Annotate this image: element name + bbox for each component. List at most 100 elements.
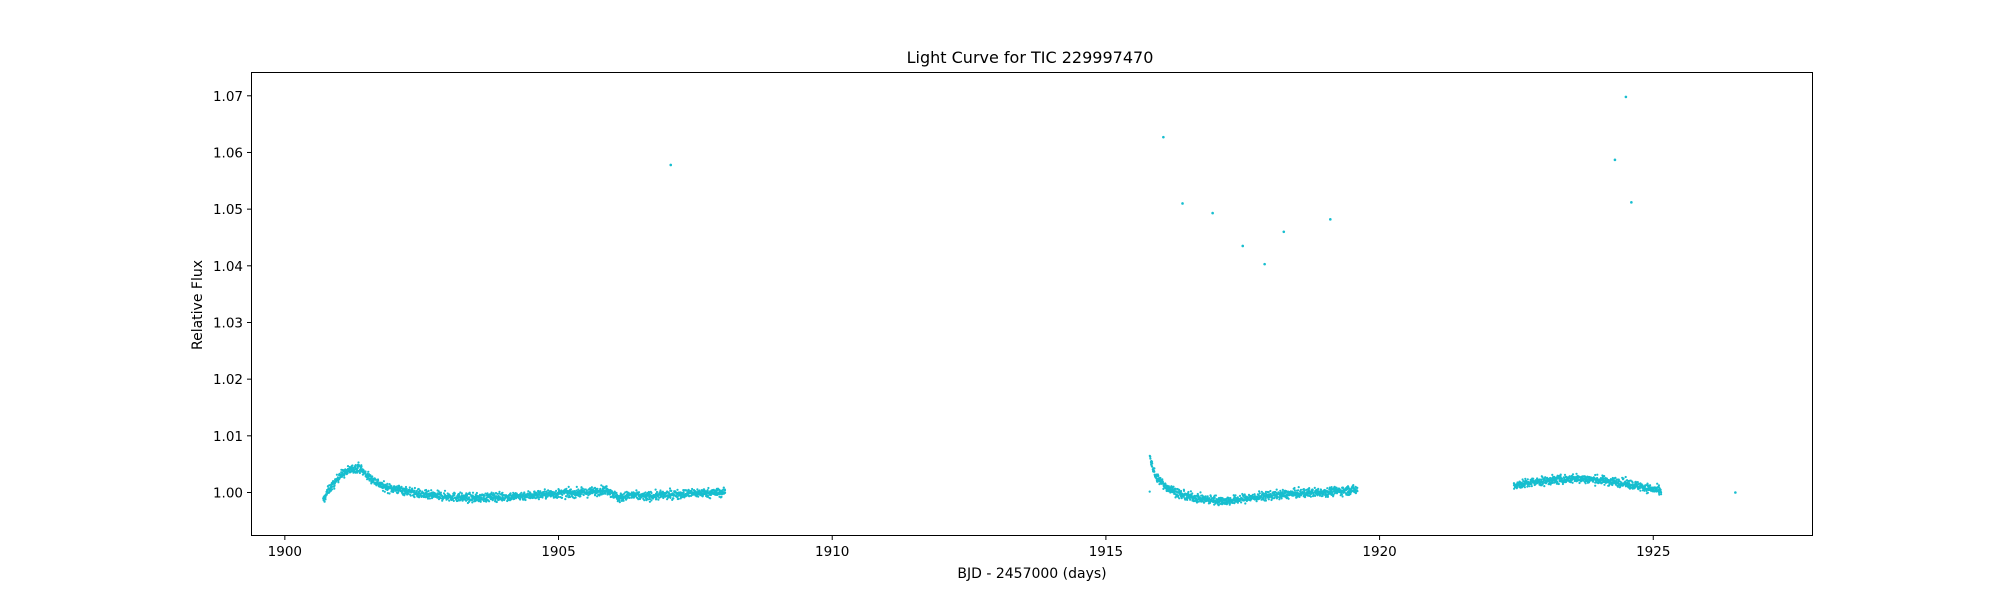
data-point — [425, 488, 428, 492]
data-point — [1157, 474, 1160, 477]
y-axis-label: Relative Flux — [190, 260, 206, 350]
data-point — [333, 484, 336, 487]
data-point — [404, 485, 408, 489]
data-point — [1149, 455, 1152, 458]
x-tick-label: 1920 — [1362, 544, 1396, 560]
data-point — [676, 488, 679, 491]
outlier-point — [1263, 262, 1266, 266]
data-point — [460, 498, 463, 501]
data-point — [1331, 491, 1334, 494]
data-point — [1278, 498, 1281, 501]
data-point — [650, 499, 653, 502]
data-point — [1615, 478, 1619, 481]
data-point — [1341, 486, 1344, 489]
data-point — [685, 494, 688, 497]
data-point — [1178, 488, 1181, 491]
data-point — [1197, 500, 1200, 503]
data-point — [498, 490, 501, 493]
data-point — [490, 491, 493, 494]
data-point — [1614, 476, 1617, 479]
data-point — [1559, 473, 1562, 476]
data-point — [564, 498, 567, 501]
data-point — [1596, 473, 1599, 476]
data-point — [1281, 488, 1284, 491]
data-point — [565, 487, 568, 490]
data-point — [1279, 489, 1282, 492]
data-point — [523, 491, 526, 494]
data-point — [488, 500, 491, 503]
data-point — [567, 485, 570, 488]
data-point — [371, 475, 374, 478]
data-point — [335, 473, 338, 476]
data-point — [470, 499, 474, 502]
data-point — [356, 471, 359, 474]
data-point — [1260, 498, 1263, 501]
data-point — [331, 488, 334, 491]
data-point — [1189, 490, 1192, 493]
data-point — [590, 486, 594, 489]
data-point — [1321, 494, 1324, 497]
data-point — [527, 490, 530, 493]
data-point — [605, 485, 608, 488]
data-point — [1172, 485, 1175, 488]
data-point — [1568, 475, 1571, 478]
data-point — [596, 487, 599, 490]
outlier-point — [1282, 230, 1286, 234]
data-point — [1646, 482, 1649, 485]
data-point — [582, 493, 585, 497]
data-point — [1243, 494, 1246, 497]
data-point — [1244, 502, 1247, 505]
data-point — [1293, 486, 1296, 490]
data-point — [1326, 495, 1329, 498]
data-point — [1605, 477, 1608, 480]
data-point — [1174, 487, 1177, 490]
data-point — [1260, 490, 1263, 493]
data-point — [1557, 482, 1560, 486]
data-point — [1300, 494, 1303, 497]
data-point — [419, 489, 422, 492]
y-tick-label: 1.06 — [213, 145, 243, 161]
data-point — [360, 465, 363, 468]
data-point — [1526, 485, 1529, 488]
data-point — [1660, 493, 1663, 496]
data-point — [495, 500, 498, 504]
data-point — [1578, 481, 1581, 485]
data-point — [1303, 489, 1306, 492]
data-point — [407, 492, 410, 495]
data-point — [496, 492, 499, 495]
data-point — [393, 485, 396, 488]
data-point — [1214, 494, 1217, 497]
data-point — [346, 472, 349, 475]
data-point — [1649, 484, 1652, 487]
data-point — [1631, 481, 1634, 484]
data-point — [720, 495, 723, 498]
data-point — [376, 478, 380, 481]
data-point — [691, 487, 694, 491]
data-point — [1151, 465, 1154, 468]
data-point — [1159, 476, 1162, 480]
data-point — [1532, 477, 1535, 480]
data-point — [1179, 490, 1183, 494]
outlier-point — [1734, 491, 1737, 494]
data-point — [618, 501, 621, 504]
data-point — [670, 489, 673, 492]
data-point — [1330, 486, 1333, 489]
data-point — [498, 492, 501, 495]
y-tick-label: 1.00 — [213, 485, 243, 501]
data-point — [1544, 476, 1547, 479]
data-point — [1299, 488, 1303, 491]
data-point — [1326, 487, 1329, 490]
data-point — [723, 488, 727, 491]
data-point — [1319, 488, 1323, 491]
data-point — [1151, 462, 1154, 465]
data-point — [1658, 493, 1661, 496]
data-point — [1257, 494, 1260, 497]
data-point — [484, 492, 487, 495]
data-point — [669, 496, 672, 499]
data-point — [1164, 482, 1167, 485]
data-point — [409, 494, 412, 497]
outlier-points — [669, 95, 1737, 494]
data-point — [560, 489, 563, 492]
data-point — [1324, 495, 1327, 498]
